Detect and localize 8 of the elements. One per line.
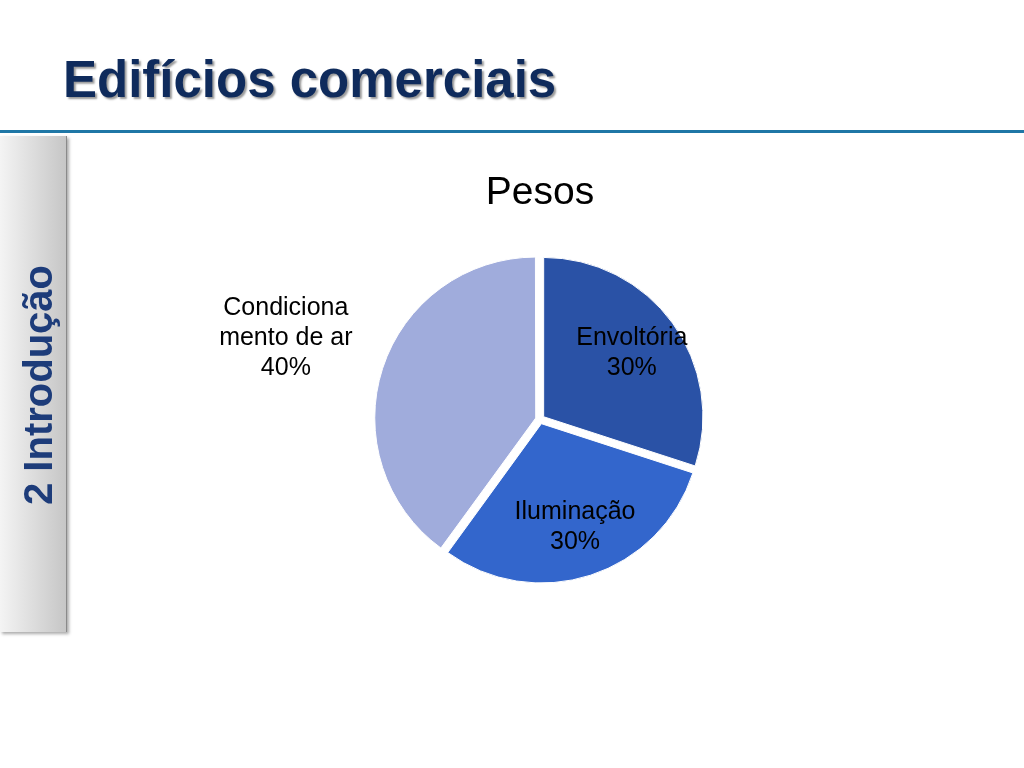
data-label: 30%: [606, 351, 657, 380]
text: 2 Introdução: [16, 264, 60, 506]
chart-title: Edifícios comerciais: [63, 51, 557, 109]
data-label: 40%: [260, 352, 311, 381]
slice-label: Condicionamento de ar: [219, 292, 353, 351]
chart-subtitle: Pesos: [485, 169, 595, 213]
data-label: 30%: [550, 526, 601, 555]
slice-label: Iluminação: [514, 496, 636, 525]
